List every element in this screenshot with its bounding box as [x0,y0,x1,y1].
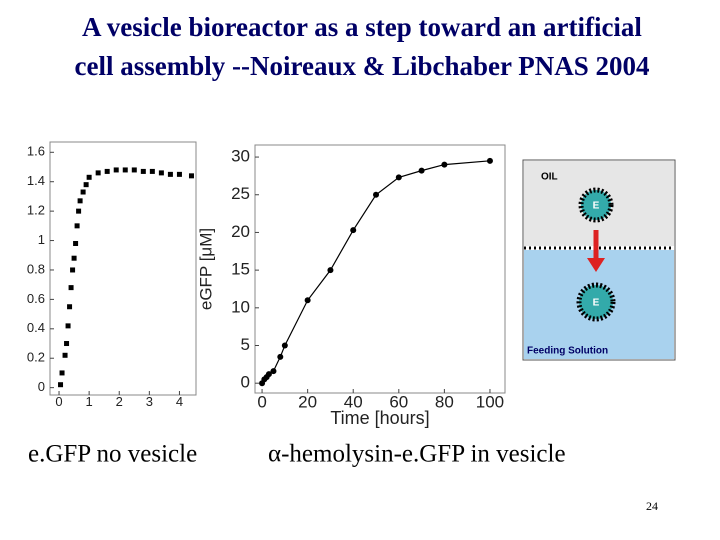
data-point [149,168,155,174]
x-tick-label: 40 [344,393,363,412]
x-tick-label: 1 [86,394,93,409]
y-tick-label: 0.4 [27,320,45,335]
y-tick-label: 1.2 [27,203,45,218]
data-point [281,342,288,349]
x-tick-label: 0 [55,394,62,409]
data-point [395,174,402,181]
diagram-label: E [593,201,600,212]
data-point [122,167,128,173]
x-tick-label: 80 [435,393,454,412]
x-tick-label: 0 [257,393,266,412]
y-tick-label: 5 [241,335,250,354]
data-point [70,267,76,273]
data-point [64,341,70,347]
x-tick-label: 100 [476,393,504,412]
data-point [188,173,194,179]
data-point [95,170,101,176]
vesicle [576,282,616,322]
data-point [167,171,173,177]
y-tick-label: 0 [38,379,45,394]
caption: e.GFP no vesicle [28,441,197,468]
x-tick-label: 4 [176,394,183,409]
y-tick-label: 0.2 [27,350,45,365]
title-line: cell assembly --Noireaux & Libchaber PNA… [75,51,650,81]
data-point [73,240,79,246]
data-point [441,161,448,168]
data-point [158,170,164,176]
data-point [350,227,357,234]
data-point [68,285,74,291]
diagram: OIL E E Feeding Solution [522,159,676,361]
data-point [418,167,425,174]
data-point [80,189,86,195]
data-point [62,352,68,358]
y-tick-label: 25 [231,184,250,203]
data-point [373,191,380,198]
y-axis-label: eGFP [μM] [196,228,215,310]
data-point [176,171,182,177]
data-point [77,198,83,204]
data-point [86,174,92,180]
data-point [265,371,272,378]
data-point [58,382,64,388]
arrow-head [587,258,605,272]
page-number: 24 [646,499,658,513]
y-tick-label: 1 [38,232,45,247]
y-tick-label: 0.6 [27,291,45,306]
y-tick-label: 1.6 [27,144,45,159]
plot-frame [254,144,506,394]
data-point [104,168,110,174]
data-point [74,223,80,229]
title-line: A vesicle bioreactor as a step toward an… [82,12,642,42]
plot-frame [49,141,197,396]
x-tick-label: 3 [146,394,153,409]
x-tick-label: 2 [116,394,123,409]
data-point [65,323,71,329]
x-tick-label: 20 [298,393,317,412]
data-point [76,208,82,214]
y-tick-label: 20 [231,222,250,241]
data-point [113,167,119,173]
data-point [59,370,65,376]
x-tick-label: 60 [389,393,408,412]
data-point [131,167,137,173]
data-point [277,353,284,360]
x-axis-label: Time [hours] [330,408,429,428]
y-tick-label: 30 [231,147,250,166]
data-point [71,255,77,261]
data-point [486,157,493,164]
vesicle [578,187,614,223]
data-point [67,304,73,310]
diagram-label: OIL [541,172,558,183]
data-point [83,182,89,188]
y-tick-label: 0.8 [27,261,45,276]
y-tick-label: 10 [231,297,250,316]
diagram-label: Feeding Solution [527,346,608,357]
data-point [140,168,146,174]
y-tick-label: 1.4 [27,173,45,188]
y-tick-label: 0 [241,373,250,392]
data-point [304,297,311,304]
data-point [270,368,277,375]
data-point [327,267,334,274]
y-tick-label: 15 [231,260,250,279]
diagram-label: E [593,298,600,309]
caption: α-hemolysin-e.GFP in vesicle [268,441,566,468]
